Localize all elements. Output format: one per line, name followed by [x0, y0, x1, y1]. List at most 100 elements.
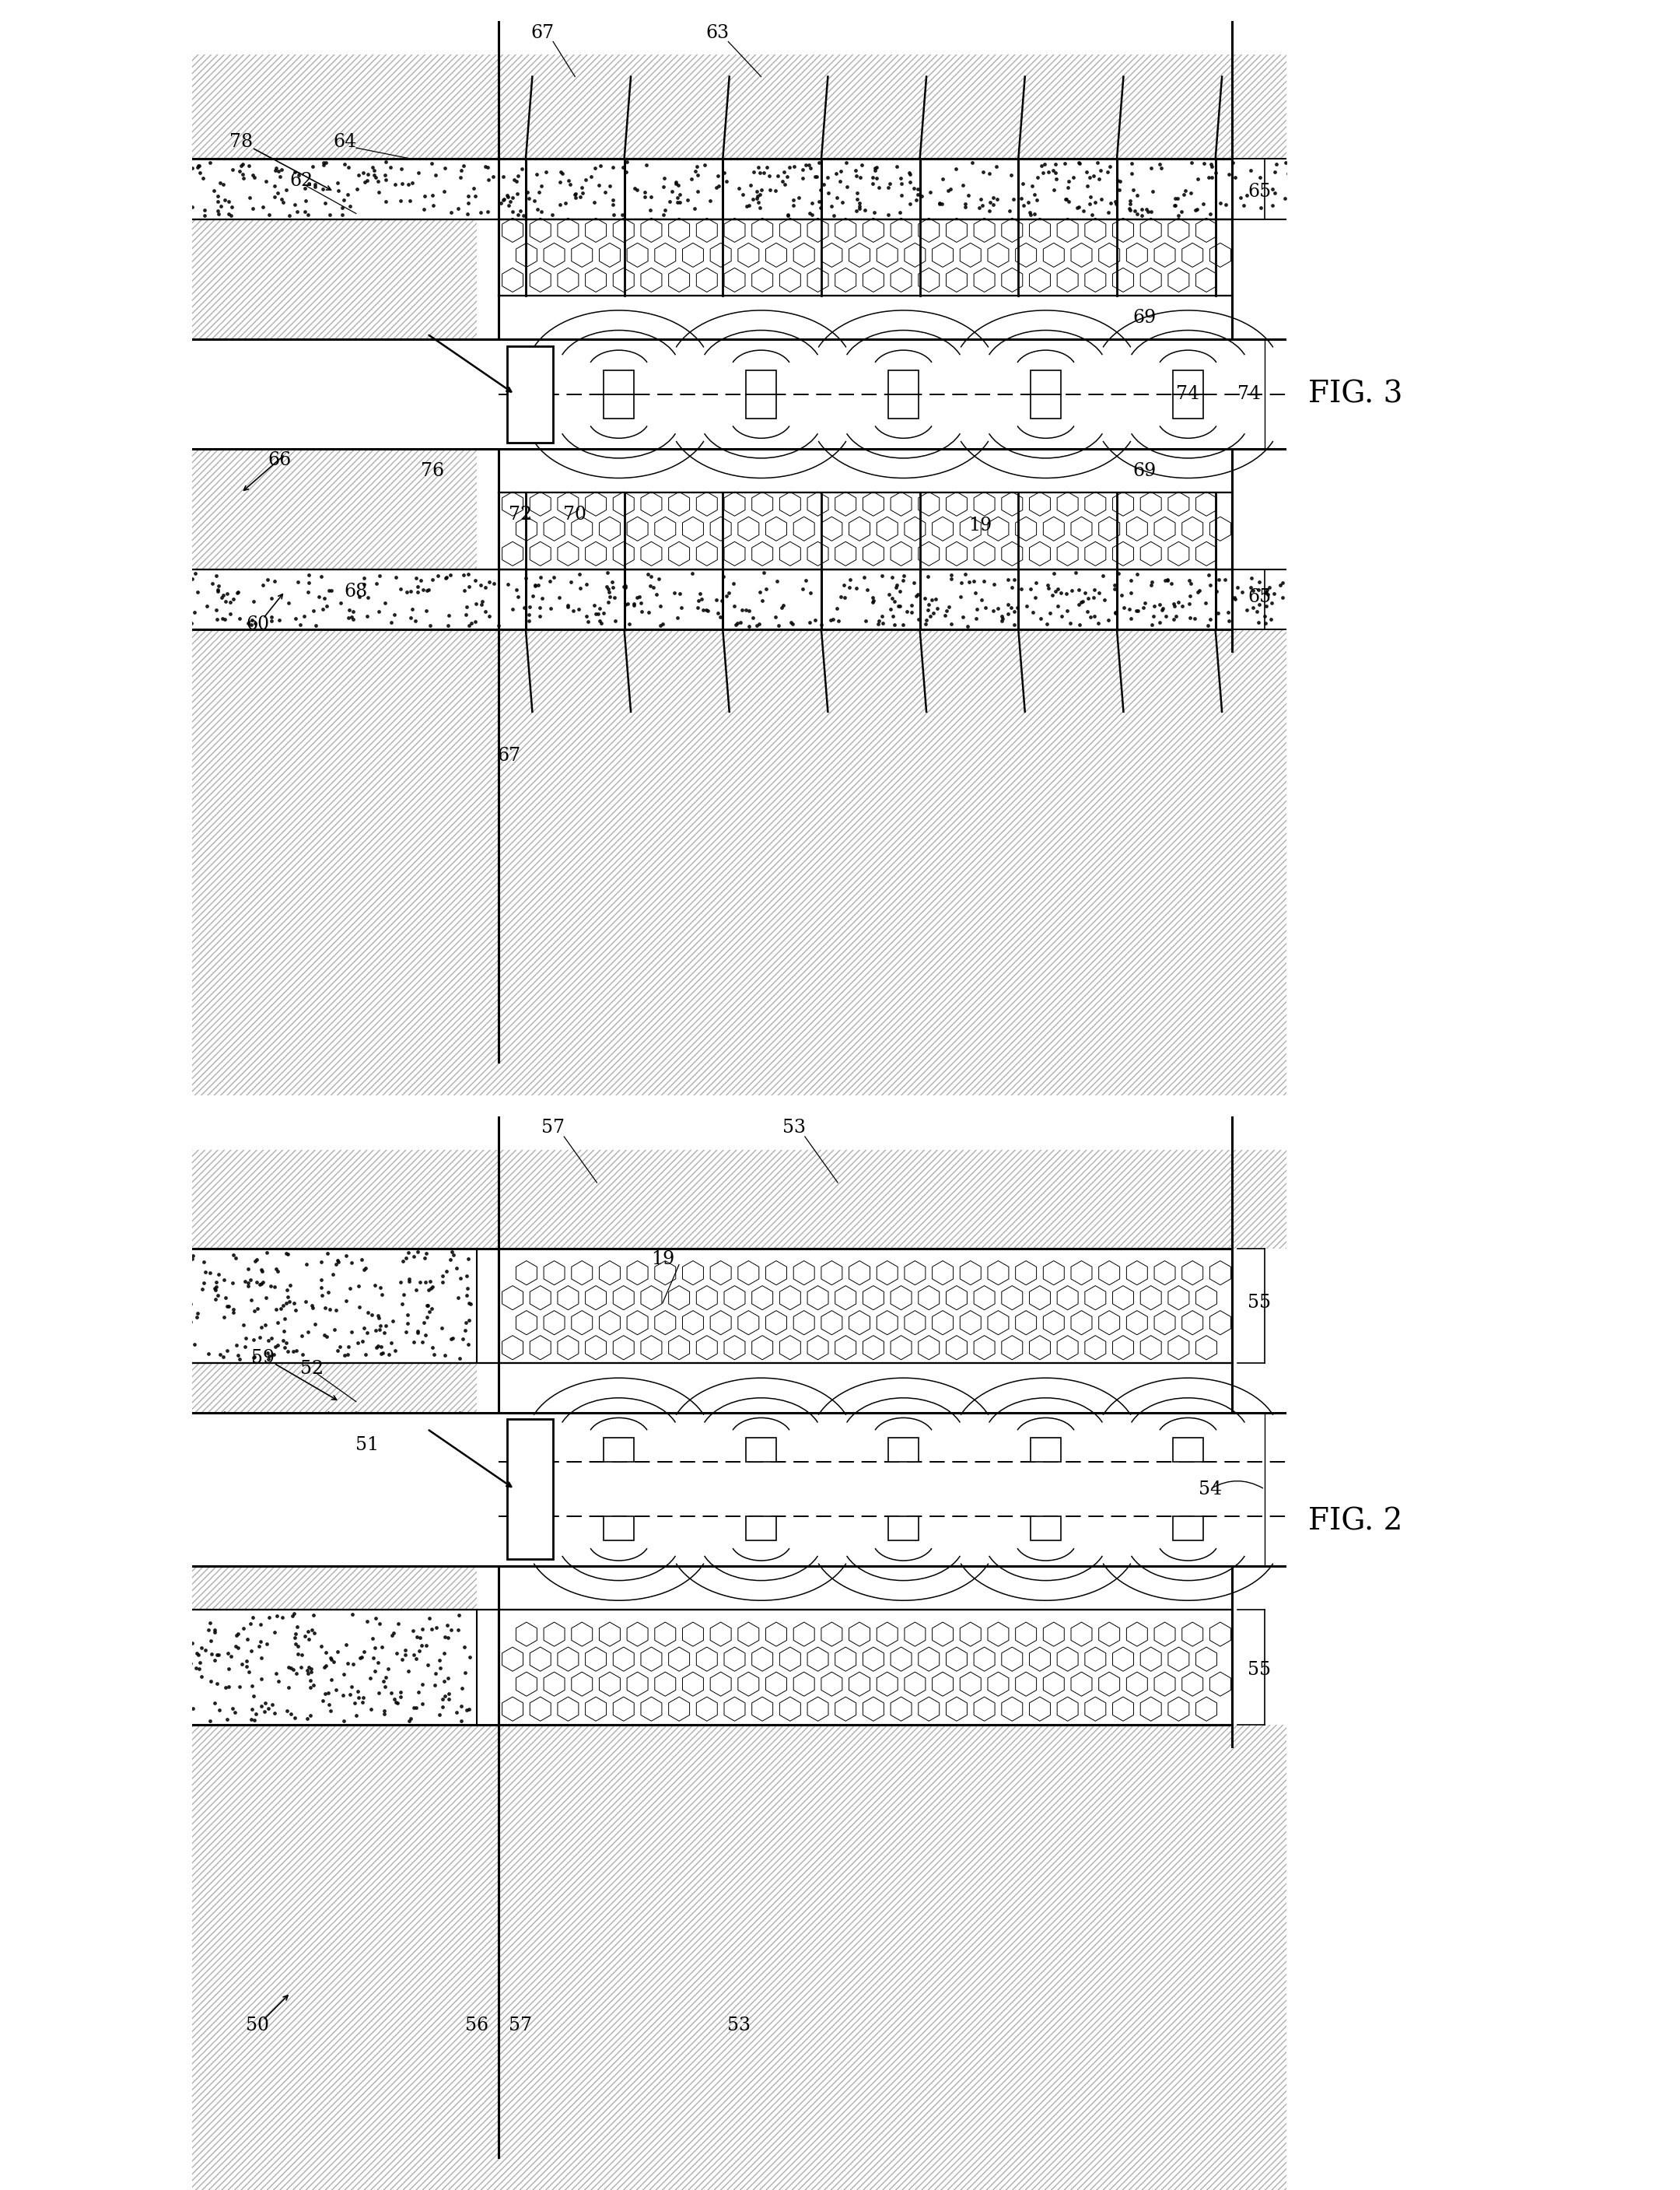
Point — [596, 574, 623, 609]
Point — [749, 556, 776, 591]
Bar — [746, 1439, 776, 1463]
Point — [963, 591, 990, 626]
Point — [1161, 188, 1188, 223]
Point — [381, 596, 408, 631]
Point — [682, 153, 709, 188]
Point — [287, 1649, 314, 1684]
Point — [727, 604, 754, 639]
Point — [171, 1235, 198, 1270]
Point — [1300, 593, 1327, 629]
Point — [1067, 607, 1094, 642]
Point — [837, 569, 864, 604]
Point — [361, 1653, 388, 1688]
Point — [455, 1327, 482, 1362]
Point — [440, 1237, 467, 1272]
Point — [884, 567, 911, 602]
Point — [202, 1612, 228, 1647]
Point — [637, 193, 664, 228]
Point — [284, 1636, 311, 1671]
Point — [307, 1270, 334, 1305]
Point — [334, 1336, 361, 1371]
Bar — [1173, 1439, 1203, 1463]
Point — [820, 602, 847, 637]
Point — [237, 1264, 264, 1299]
Point — [249, 1688, 276, 1724]
Text: 74: 74 — [1176, 385, 1200, 403]
Point — [171, 1342, 198, 1378]
Point — [494, 180, 521, 215]
Point — [746, 149, 773, 184]
Point — [968, 182, 995, 217]
Point — [203, 602, 230, 637]
Point — [395, 1264, 422, 1299]
Point — [301, 169, 328, 204]
Bar — [170, 1150, 1319, 1248]
Point — [1205, 596, 1231, 631]
Point — [408, 1612, 435, 1647]
Point — [375, 1651, 402, 1686]
Point — [598, 565, 625, 600]
Point — [412, 1242, 438, 1277]
Point — [173, 186, 200, 221]
Point — [1070, 193, 1097, 228]
Point — [475, 598, 502, 633]
Point — [215, 184, 242, 219]
Point — [301, 166, 328, 201]
Point — [926, 186, 953, 221]
Text: 55: 55 — [1248, 1294, 1270, 1312]
Point — [1194, 609, 1221, 644]
Bar — [1030, 1518, 1062, 1542]
Point — [227, 1669, 254, 1704]
Point — [398, 600, 425, 635]
Point — [255, 197, 282, 232]
Point — [581, 184, 608, 219]
Point — [1008, 180, 1035, 215]
Point — [239, 602, 265, 637]
Point — [366, 558, 393, 593]
Point — [239, 607, 265, 642]
Point — [171, 1629, 198, 1664]
Bar — [170, 1413, 1319, 1566]
Point — [257, 1268, 284, 1303]
Point — [1043, 162, 1070, 197]
Point — [316, 574, 343, 609]
Point — [875, 576, 902, 611]
Point — [1122, 193, 1149, 228]
Point — [667, 177, 694, 212]
Point — [978, 184, 1005, 219]
Point — [235, 1653, 262, 1688]
Point — [445, 191, 472, 226]
Point — [981, 567, 1008, 602]
Point — [554, 162, 581, 197]
Point — [1169, 589, 1196, 624]
Point — [264, 1305, 291, 1340]
Point — [239, 158, 265, 193]
Point — [396, 1702, 423, 1737]
Point — [748, 173, 774, 208]
Point — [694, 593, 721, 629]
Point — [260, 1614, 287, 1649]
Text: 52: 52 — [301, 1360, 324, 1378]
Point — [491, 160, 517, 195]
Point — [1074, 169, 1100, 204]
Point — [959, 145, 986, 180]
Point — [276, 1283, 302, 1318]
Point — [1164, 585, 1191, 620]
Bar — [170, 2135, 1319, 2190]
Point — [418, 177, 445, 212]
Point — [575, 604, 601, 639]
Point — [1045, 589, 1072, 624]
Point — [860, 583, 887, 618]
Point — [240, 1323, 267, 1358]
Point — [282, 1292, 309, 1327]
Point — [240, 160, 267, 195]
Point — [213, 1334, 240, 1369]
Point — [292, 1283, 319, 1318]
Point — [205, 193, 232, 228]
Point — [205, 574, 232, 609]
Point — [252, 1307, 279, 1342]
Point — [1184, 162, 1211, 197]
Point — [865, 602, 892, 637]
Point — [1278, 569, 1305, 604]
Point — [408, 563, 435, 598]
